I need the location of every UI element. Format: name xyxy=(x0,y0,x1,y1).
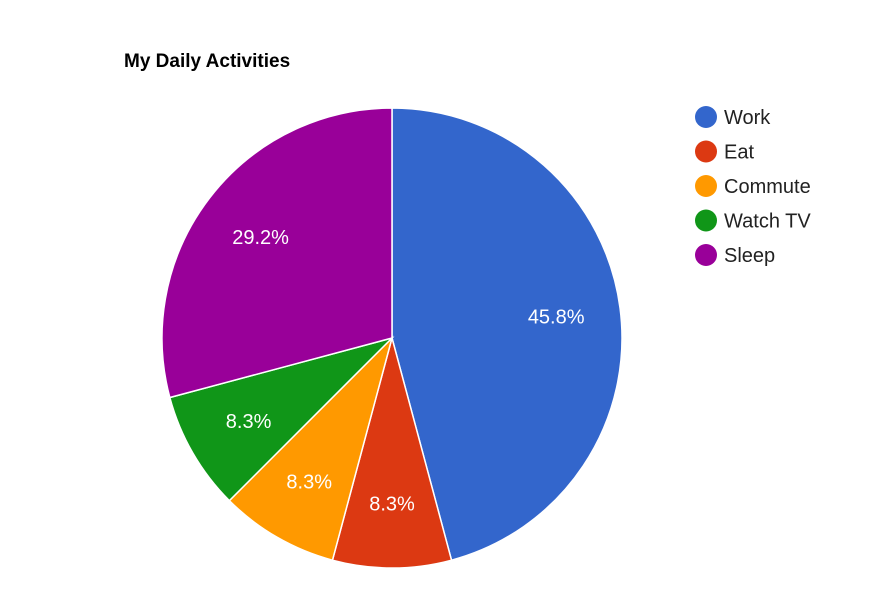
legend: Work Eat Commute Watch TV Sleep xyxy=(695,106,811,267)
slice-label-watch-tv: 8.3% xyxy=(226,411,272,433)
legend-item-commute[interactable]: Commute xyxy=(695,175,811,198)
legend-item-watch-tv[interactable]: Watch TV xyxy=(695,209,811,233)
legend-swatch-watch-tv xyxy=(695,209,717,232)
legend-label-watch-tv: Watch TV xyxy=(724,211,811,233)
legend-item-eat[interactable]: Eat xyxy=(695,140,754,164)
legend-label-commute: Commute xyxy=(724,176,811,198)
chart-title: My Daily Activities xyxy=(124,51,290,72)
legend-item-work[interactable]: Work xyxy=(695,106,771,129)
legend-label-eat: Eat xyxy=(724,142,754,164)
pie-slice-sleep[interactable] xyxy=(161,107,393,399)
legend-item-sleep[interactable]: Sleep xyxy=(695,244,775,267)
pie-slice-work[interactable] xyxy=(391,107,623,562)
legend-label-work: Work xyxy=(724,107,771,129)
legend-label-sleep: Sleep xyxy=(724,245,775,267)
pie-slice-watch-tv[interactable] xyxy=(168,336,395,502)
pie-slice-labels: 45.8% 8.3% 8.3% 8.3% 29.2% xyxy=(226,227,585,515)
slice-label-eat: 8.3% xyxy=(369,494,415,516)
legend-swatch-sleep xyxy=(695,244,717,266)
legend-swatch-eat xyxy=(695,140,717,163)
pie-slice-eat[interactable] xyxy=(331,335,453,569)
pie-slices xyxy=(161,107,623,569)
legend-swatch-work xyxy=(695,106,717,128)
slice-label-work: 45.8% xyxy=(528,306,585,328)
legend-swatch-commute xyxy=(695,175,717,197)
slice-label-sleep: 29.2% xyxy=(232,227,289,249)
pie-slice-commute[interactable] xyxy=(228,335,394,562)
slice-label-commute: 8.3% xyxy=(286,471,332,493)
